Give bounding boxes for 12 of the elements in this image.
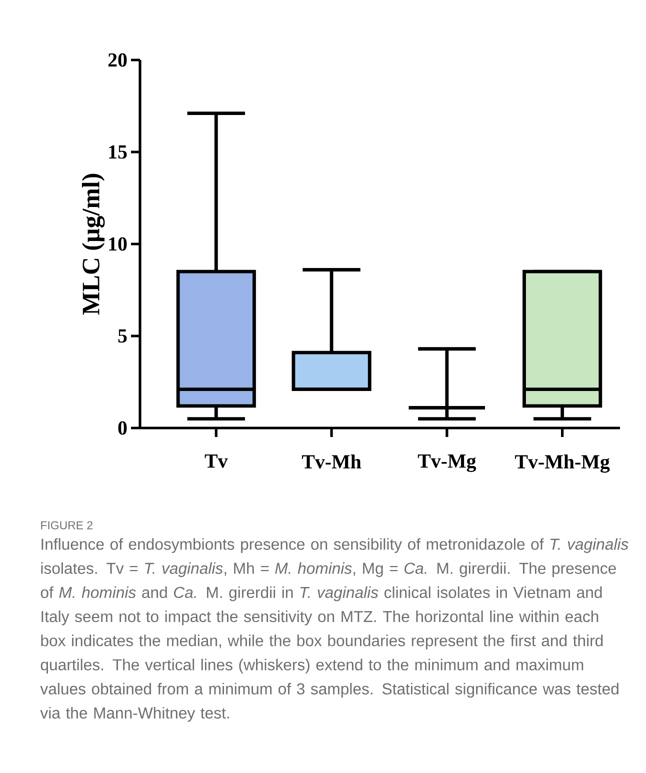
y-tick-label: 5 [118,329,127,343]
x-tick-label: Tv-Mg [418,454,476,472]
y-tick-label: 10 [109,237,127,251]
y-tick-label: 20 [108,53,127,67]
caption: FIGURE 2 [41,521,92,530]
text: Influence of endosymbionts presence on sensibility of metronidazole of T. vaginalis isolates. Tv = T. vaginalis, Mh = M. hominis, Mg = Ca. M. girerdii. The presence of M. hominis and Ca. M. girerdii in T. vaginalis clinical isolates in Vietnam and Italy seem not to impact the sensitivity on MTZ. The horizontal line within each box indicates the median, while the box boundaries represent the first and third quartiles. The vertical lines (whiskers) extend to the minimum and maximum values obtained from a minimum of 3 samples. Statistical significance was tested via the Mann-Whitney test. [40,538,628,722]
x-tick-label: Tv-Mh [302,454,362,469]
y-tick-label: 0 [118,421,127,435]
x-tick-label: Tv [204,454,228,468]
y-tick-label: 15 [109,145,127,159]
x-tick-label: Tv-Mh-Mg [515,454,610,473]
y-axis-title: MLC (µg/ml) [82,174,105,315]
